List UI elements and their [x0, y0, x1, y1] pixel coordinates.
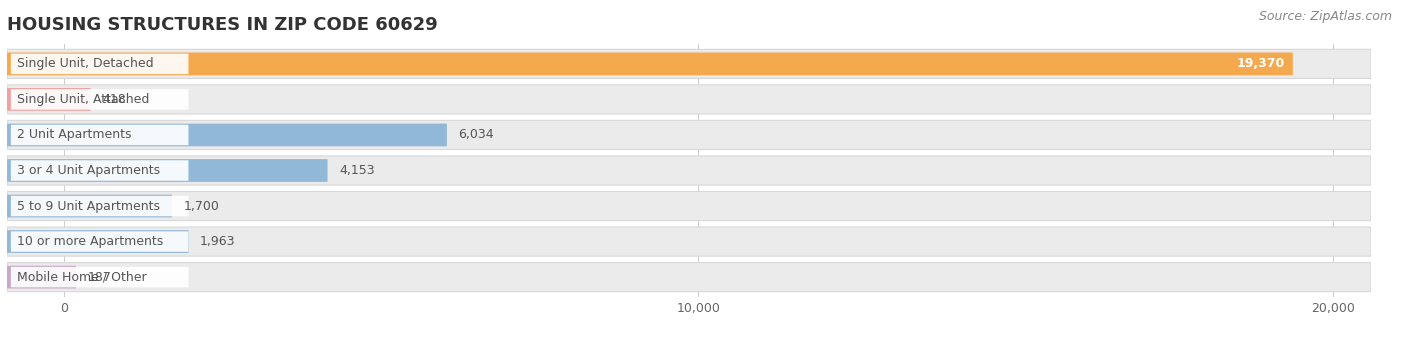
Text: Single Unit, Detached: Single Unit, Detached: [17, 57, 153, 70]
Text: 187: 187: [87, 271, 111, 284]
FancyBboxPatch shape: [7, 85, 1371, 114]
FancyBboxPatch shape: [11, 54, 188, 74]
Text: 3 or 4 Unit Apartments: 3 or 4 Unit Apartments: [17, 164, 160, 177]
Text: Source: ZipAtlas.com: Source: ZipAtlas.com: [1258, 10, 1392, 23]
FancyBboxPatch shape: [11, 267, 188, 287]
FancyBboxPatch shape: [7, 159, 328, 182]
Text: 6,034: 6,034: [458, 129, 494, 142]
FancyBboxPatch shape: [7, 123, 447, 146]
FancyBboxPatch shape: [11, 89, 188, 110]
FancyBboxPatch shape: [11, 160, 188, 181]
FancyBboxPatch shape: [7, 263, 1371, 292]
FancyBboxPatch shape: [11, 125, 188, 145]
FancyBboxPatch shape: [11, 231, 188, 252]
FancyBboxPatch shape: [7, 227, 1371, 256]
FancyBboxPatch shape: [7, 120, 1371, 150]
FancyBboxPatch shape: [7, 191, 1371, 221]
FancyBboxPatch shape: [7, 53, 1294, 75]
Text: 4,153: 4,153: [339, 164, 374, 177]
Text: Mobile Home / Other: Mobile Home / Other: [17, 271, 146, 284]
Text: 19,370: 19,370: [1237, 57, 1285, 70]
Text: 10 or more Apartments: 10 or more Apartments: [17, 235, 163, 248]
Text: Single Unit, Attached: Single Unit, Attached: [17, 93, 149, 106]
Text: 1,700: 1,700: [183, 199, 219, 212]
Text: 1,963: 1,963: [200, 235, 236, 248]
FancyBboxPatch shape: [7, 266, 76, 288]
FancyBboxPatch shape: [11, 196, 188, 216]
FancyBboxPatch shape: [7, 230, 188, 253]
FancyBboxPatch shape: [7, 88, 90, 111]
Text: 418: 418: [103, 93, 125, 106]
Text: 2 Unit Apartments: 2 Unit Apartments: [17, 129, 132, 142]
FancyBboxPatch shape: [7, 49, 1371, 78]
Text: HOUSING STRUCTURES IN ZIP CODE 60629: HOUSING STRUCTURES IN ZIP CODE 60629: [7, 16, 437, 34]
FancyBboxPatch shape: [7, 195, 172, 218]
Text: 5 to 9 Unit Apartments: 5 to 9 Unit Apartments: [17, 199, 160, 212]
FancyBboxPatch shape: [7, 156, 1371, 185]
